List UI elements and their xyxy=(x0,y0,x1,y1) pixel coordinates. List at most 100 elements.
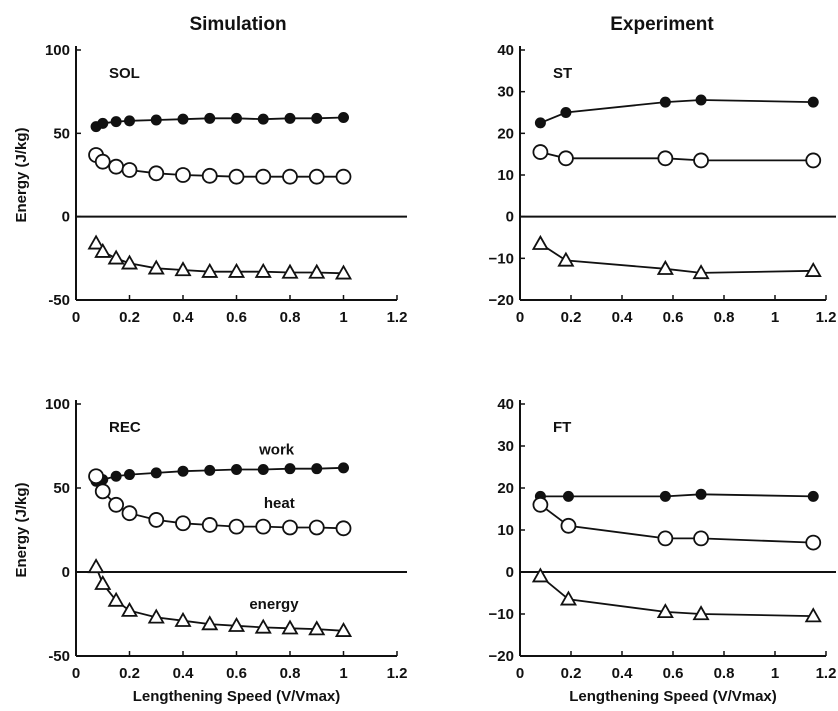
data-point-open-triangle xyxy=(107,249,125,265)
x-tick-label: 0.4 xyxy=(612,665,634,682)
y-tick-label: 0 xyxy=(506,209,514,226)
data-point-filled-circle xyxy=(231,464,242,476)
x-axis-label: Lengthening Speed (V/Vmax) xyxy=(569,688,777,705)
data-point-open-triangle xyxy=(254,262,272,278)
data-point-open-triangle xyxy=(804,262,822,277)
data-point-open-triangle xyxy=(334,621,353,637)
y-tick-label: 20 xyxy=(497,480,514,497)
column-title-experiment: Experiment xyxy=(610,14,714,35)
x-tick-label: 1.2 xyxy=(387,309,408,326)
data-point-filled-circle xyxy=(177,465,189,477)
data-point-open-triangle xyxy=(254,618,272,634)
y-tick-label: 100 xyxy=(45,42,70,59)
y-tick-label: −10 xyxy=(489,250,514,267)
x-tick-label: 0.2 xyxy=(119,665,140,682)
y-tick-label: 10 xyxy=(497,522,514,539)
y-tick-label: 0 xyxy=(62,209,70,226)
data-point-open-circle xyxy=(94,153,111,170)
series-line xyxy=(539,504,814,544)
data-point-open-circle xyxy=(228,518,245,535)
data-point-open-triangle xyxy=(557,251,575,267)
x-tick-label: 1 xyxy=(339,309,347,326)
x-tick-label: 0.8 xyxy=(280,309,301,326)
x-tick-label: 0.6 xyxy=(226,309,247,326)
data-point-filled-circle xyxy=(695,488,707,500)
data-point-open-triangle xyxy=(107,591,125,607)
data-point-open-circle xyxy=(693,152,709,169)
panel-label: FT xyxy=(553,419,571,436)
x-tick-label: 0.2 xyxy=(119,309,140,326)
data-point-open-triangle xyxy=(531,567,549,583)
panel-st: 0 0.2 0.4 0.6 0.8 1 1.2 −20 −10 0 10 20 30 40 ST xyxy=(489,42,837,326)
data-point-filled-circle xyxy=(150,467,162,479)
data-point-open-circle xyxy=(175,167,191,183)
y-tick-label: −20 xyxy=(489,292,514,309)
series-label: energy xyxy=(249,596,299,613)
data-point-filled-circle xyxy=(124,115,135,127)
data-point-open-triangle xyxy=(94,574,112,590)
series-line xyxy=(540,493,814,498)
data-point-open-circle xyxy=(560,517,577,534)
data-point-open-circle xyxy=(148,512,165,528)
data-point-open-circle xyxy=(94,483,111,500)
data-point-filled-circle xyxy=(257,464,269,476)
data-point-filled-circle xyxy=(204,112,216,124)
data-point-open-circle xyxy=(335,168,352,185)
x-tick-label: 0.6 xyxy=(663,309,684,326)
y-axis-label: Energy (J/kg) xyxy=(13,482,30,577)
data-point-open-triangle xyxy=(120,601,139,617)
x-tick-label: 0.4 xyxy=(173,309,195,326)
data-point-filled-circle xyxy=(338,462,349,474)
data-point-open-triangle xyxy=(147,259,165,275)
x-tick-label: 1.2 xyxy=(816,665,837,682)
y-tick-label: 0 xyxy=(62,564,70,581)
data-point-filled-circle xyxy=(257,113,269,125)
data-point-open-triangle xyxy=(174,261,192,277)
data-point-filled-circle xyxy=(97,117,109,129)
data-point-open-triangle xyxy=(201,262,219,278)
data-point-open-circle xyxy=(108,496,125,513)
data-point-open-triangle xyxy=(308,620,326,636)
data-point-open-triangle xyxy=(559,590,578,606)
data-point-filled-circle xyxy=(338,112,349,123)
column-title-simulation: Simulation xyxy=(189,14,286,35)
data-point-filled-circle xyxy=(807,96,819,108)
data-point-open-triangle xyxy=(147,608,165,624)
data-point-filled-circle xyxy=(284,112,296,124)
data-point-open-triangle xyxy=(531,234,549,250)
data-point-open-circle xyxy=(657,530,674,547)
data-point-open-triangle xyxy=(656,603,674,619)
x-tick-label: 0.4 xyxy=(173,665,195,682)
data-point-open-circle xyxy=(282,168,298,185)
data-point-open-circle xyxy=(558,150,574,167)
x-tick-label: 0.8 xyxy=(280,665,301,682)
data-point-open-triangle xyxy=(201,615,219,631)
y-tick-label: 50 xyxy=(53,125,70,142)
y-tick-label: 100 xyxy=(45,396,70,413)
y-tick-label: -50 xyxy=(48,648,70,665)
data-point-open-triangle xyxy=(227,616,246,632)
series-label: heat xyxy=(264,495,295,512)
data-point-open-triangle xyxy=(227,262,246,278)
x-tick-label: 0.2 xyxy=(561,309,582,326)
x-tick-label: 0.6 xyxy=(663,665,684,682)
data-point-open-triangle xyxy=(281,619,299,635)
x-tick-label: 0 xyxy=(516,665,524,682)
data-point-open-circle xyxy=(335,520,352,537)
data-point-filled-circle xyxy=(177,113,189,125)
data-point-filled-circle xyxy=(231,112,242,124)
data-point-open-circle xyxy=(148,165,165,182)
x-tick-label: 0 xyxy=(72,309,80,326)
y-tick-label: 0 xyxy=(506,564,514,581)
x-tick-label: 0 xyxy=(72,665,80,682)
x-tick-label: 0.8 xyxy=(714,309,735,326)
y-tick-label: -50 xyxy=(48,292,70,309)
data-point-filled-circle xyxy=(534,117,546,129)
data-point-open-circle xyxy=(308,519,325,536)
y-tick-label: −20 xyxy=(489,648,514,665)
data-point-filled-circle xyxy=(150,114,162,126)
data-point-open-circle xyxy=(532,496,549,513)
series-line xyxy=(539,575,814,617)
